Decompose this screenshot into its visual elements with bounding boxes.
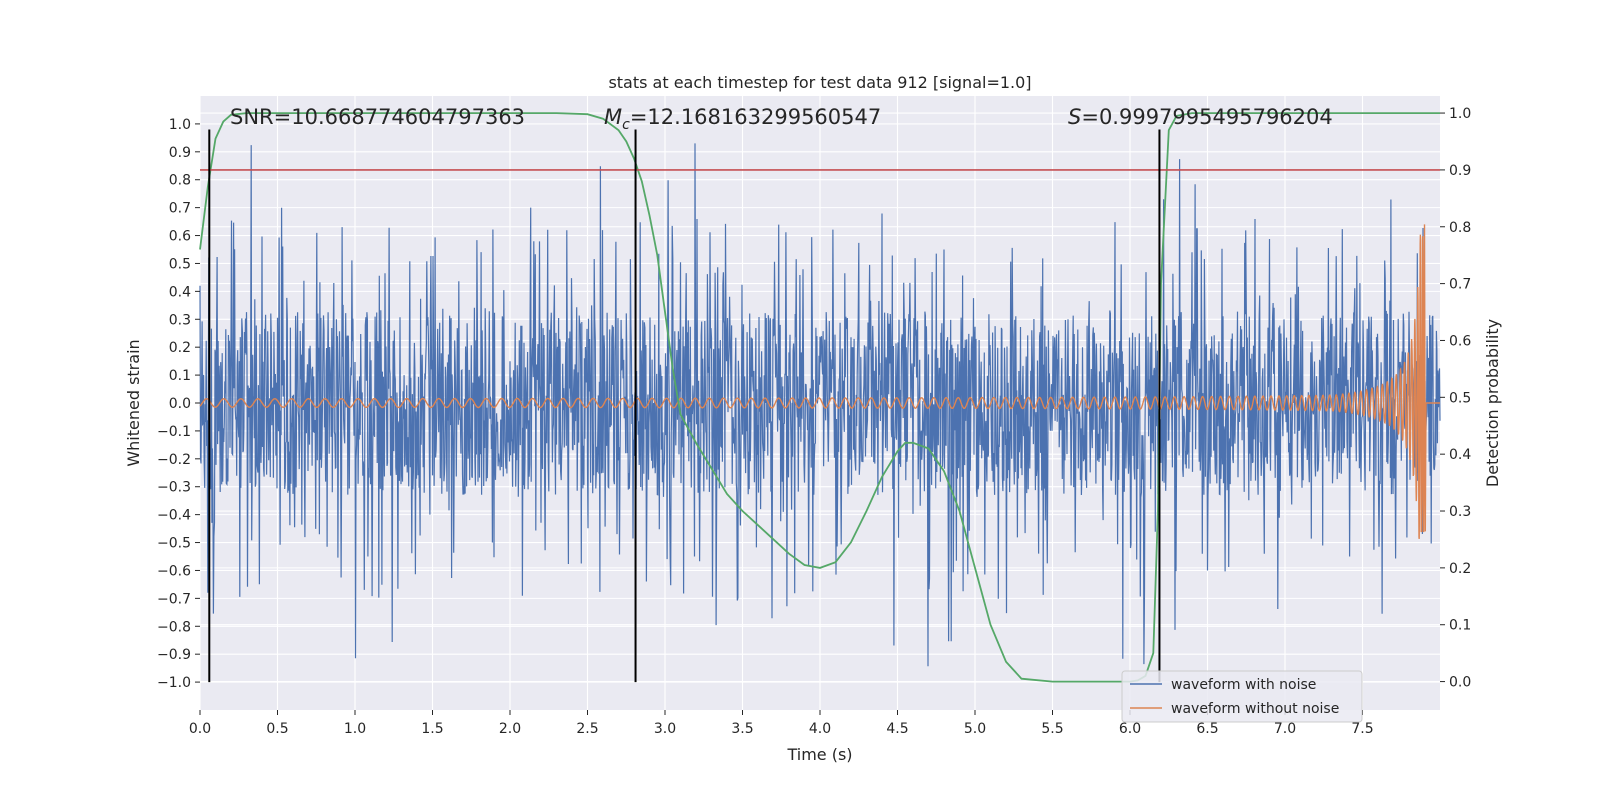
y-right-tick-label: 0.2 [1449, 561, 1471, 577]
y-tick-label: 0.0 [169, 396, 191, 412]
y-tick-label: 0.5 [169, 256, 191, 272]
y-right-tick-label: 0.5 [1449, 390, 1471, 406]
y-tick-label: −0.3 [157, 480, 191, 496]
y-axis-label: Whitened strain [124, 339, 143, 466]
right-y-axis-label: Detection probability [1483, 319, 1502, 487]
waveform-without-noise-line [199, 224, 1440, 539]
y-right-tick-label: 0.1 [1449, 618, 1471, 634]
waveform-without-noise-series [199, 224, 1440, 539]
x-axis-label: Time (s) [786, 745, 852, 764]
legend-clean-label: waveform without noise [1171, 701, 1339, 717]
event-markers [208, 129, 1161, 683]
axes: 0.0 0.5 1.0 1.5 2.0 2.5 3.0 3.5 4.0 4.5 5.0 5.5 6.0 6… [157, 106, 1471, 737]
snr-annotation: SNR=10.668774604797363 [230, 105, 525, 129]
legend: waveform with noise waveform without noi… [1121, 670, 1363, 723]
y-tick-label: 1.0 [169, 117, 191, 133]
chart-title: stats at each timestep for test data 912… [608, 73, 1031, 92]
waveform-with-noise-line [199, 143, 1441, 667]
x-tick-label: 2.0 [499, 721, 521, 737]
y-tick-label: −0.7 [157, 591, 191, 607]
y-right-tick-label: 0.8 [1449, 220, 1471, 236]
y-tick-label: 0.1 [169, 368, 191, 384]
y-tick-label: 0.2 [169, 340, 191, 356]
x-tick-label: 1.0 [344, 721, 366, 737]
waveform-with-noise-series [199, 143, 1441, 667]
y-right-tick-label: 0.3 [1449, 504, 1471, 520]
chirp-mass-annotation: Mc=12.168163299560547 [604, 105, 881, 133]
x-tick-label: 4.5 [886, 721, 908, 737]
y-tick-label: 0.7 [169, 201, 191, 217]
y-tick-label: 0.9 [169, 145, 191, 161]
y-right-tick-label: 0.9 [1449, 163, 1471, 179]
x-tick-label: 4.0 [809, 721, 831, 737]
y-tick-label: −0.1 [157, 424, 191, 440]
legend-noise-label: waveform with noise [1171, 677, 1316, 693]
x-tick-label: 6.0 [1119, 721, 1141, 737]
y-right-tick-label: 1.0 [1449, 106, 1471, 122]
mc-subscript: c [622, 117, 630, 133]
x-tick-label: 7.5 [1351, 721, 1373, 737]
x-tick-label: 7.0 [1274, 721, 1296, 737]
y-tick-label: −0.4 [157, 508, 191, 524]
y-tick-label: −0.8 [157, 619, 191, 635]
x-tick-label: 6.5 [1196, 721, 1218, 737]
y-tick-label: −0.5 [157, 536, 191, 552]
y-tick-label: −1.0 [157, 675, 191, 691]
score-annotation: S=0.9997995495796204 [1068, 105, 1333, 129]
y-right-tick-label: 0.7 [1449, 277, 1471, 293]
x-tick-label: 5.0 [964, 721, 986, 737]
y-tick-label: −0.2 [157, 452, 191, 468]
y-tick-label: −0.9 [157, 647, 191, 663]
y-tick-label: 0.8 [169, 173, 191, 189]
y-tick-label: 0.6 [169, 229, 191, 245]
x-tick-label: 5.5 [1041, 721, 1063, 737]
x-tick-label: 0.5 [266, 721, 288, 737]
y-right-tick-label: 0.0 [1449, 675, 1471, 691]
y-tick-label: 0.3 [169, 312, 191, 328]
x-tick-label: 2.5 [576, 721, 598, 737]
y-right-tick-label: 0.6 [1449, 333, 1471, 349]
mc-symbol: M [604, 105, 622, 129]
x-tick-label: 3.0 [654, 721, 676, 737]
x-tick-label: 1.5 [421, 721, 443, 737]
x-tick-label: 0.0 [189, 721, 211, 737]
y-right-tick-label: 0.4 [1449, 447, 1471, 463]
x-tick-label: 3.5 [731, 721, 753, 737]
mc-value: =12.168163299560547 [630, 105, 881, 129]
s-value: =0.9997995495796204 [1081, 105, 1332, 129]
legend-box [1121, 670, 1363, 723]
s-symbol: S [1068, 105, 1081, 129]
y-tick-label: −0.6 [157, 563, 191, 579]
y-tick-label: 0.4 [169, 284, 191, 300]
